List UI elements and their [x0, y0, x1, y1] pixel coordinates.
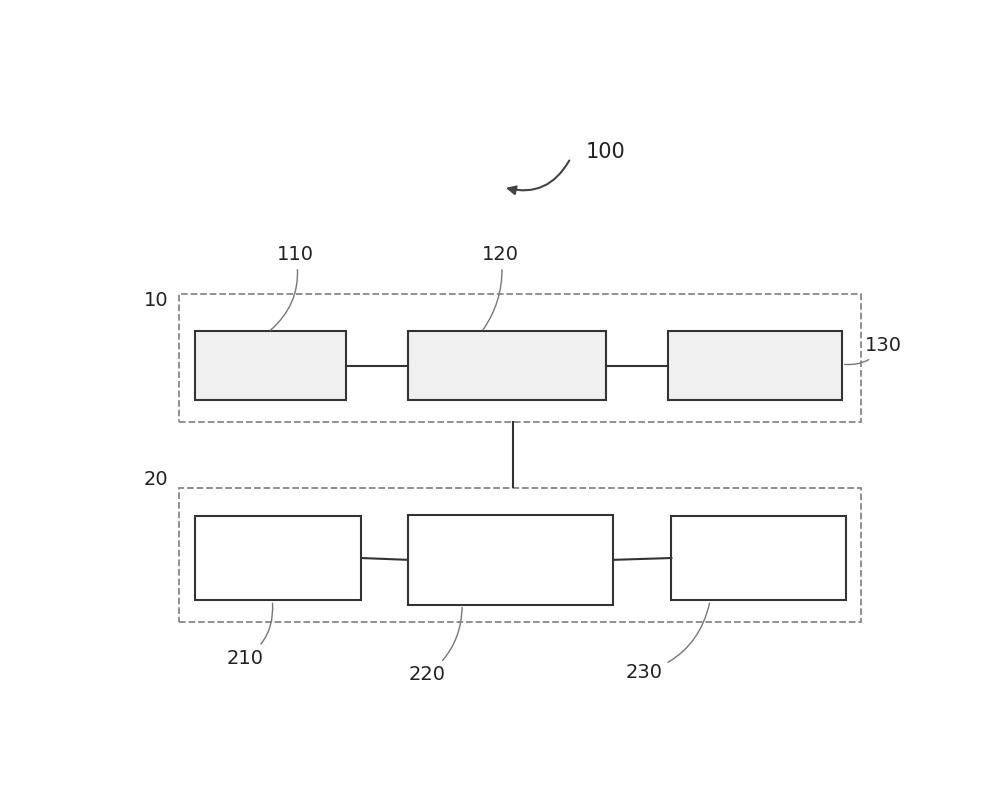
Bar — [671, 515, 846, 600]
Bar — [408, 331, 606, 401]
Bar — [668, 331, 842, 401]
Bar — [408, 515, 613, 604]
Text: 230: 230 — [626, 603, 710, 682]
Text: 10: 10 — [144, 291, 168, 310]
Text: 130: 130 — [845, 336, 902, 364]
Bar — [195, 515, 361, 600]
Text: 20: 20 — [144, 470, 168, 489]
Bar — [179, 488, 861, 622]
Bar — [179, 294, 861, 422]
Text: 110: 110 — [270, 245, 314, 331]
Text: 220: 220 — [409, 608, 462, 684]
Text: 210: 210 — [227, 603, 273, 668]
Text: 100: 100 — [586, 142, 626, 162]
Text: 120: 120 — [482, 245, 519, 330]
Bar — [195, 331, 346, 401]
